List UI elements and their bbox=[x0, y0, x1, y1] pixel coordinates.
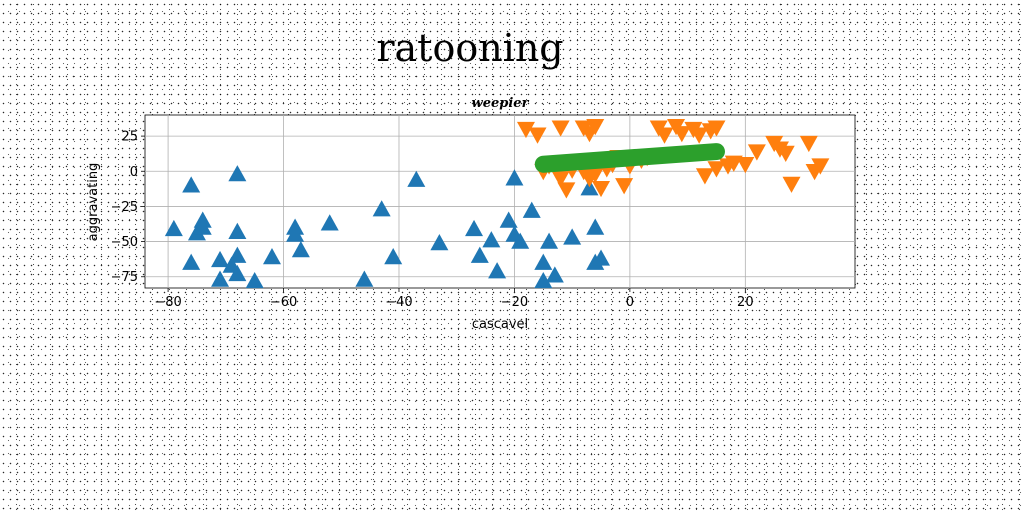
series-1-point bbox=[528, 127, 547, 144]
series-1-point bbox=[586, 166, 605, 184]
series-1-point bbox=[770, 141, 789, 158]
series-0-point bbox=[586, 218, 605, 235]
series-0-point bbox=[534, 271, 553, 289]
x-tick-label: 20 bbox=[737, 295, 754, 310]
y-tick-label: 0 bbox=[130, 165, 138, 180]
series-1-point bbox=[690, 127, 709, 144]
series-0-point bbox=[534, 253, 553, 270]
x-tick-label: −40 bbox=[385, 295, 412, 310]
x-tick-label: −20 bbox=[501, 295, 528, 310]
chart-title: weepier bbox=[472, 96, 530, 111]
series-0-point bbox=[470, 246, 489, 263]
series-1-point bbox=[557, 182, 576, 199]
series-1-point bbox=[586, 119, 605, 136]
series-0-point bbox=[384, 248, 403, 265]
series-1-point bbox=[782, 176, 801, 193]
series-1-point bbox=[672, 126, 691, 143]
series-1-point bbox=[516, 121, 535, 139]
series-2-line bbox=[534, 143, 725, 173]
series-0-point bbox=[430, 233, 449, 251]
series-0-point bbox=[182, 176, 201, 193]
y-tick-label: 25 bbox=[121, 130, 138, 145]
axis-ticks: −80 −60 −40 −20 0 20 25 0 −25 −50 −75 bbox=[111, 130, 754, 310]
series-0-point bbox=[211, 270, 230, 287]
chart-suptitle: ratooning bbox=[376, 26, 563, 70]
series-0-point bbox=[211, 250, 230, 268]
series-1-point bbox=[707, 161, 726, 178]
series-0-point bbox=[407, 170, 426, 187]
series-1-point bbox=[811, 158, 830, 175]
series-0-point bbox=[563, 228, 582, 245]
series-0-point bbox=[286, 225, 305, 242]
series-1-point bbox=[551, 171, 570, 188]
series-0-point bbox=[540, 232, 559, 249]
grid bbox=[145, 115, 855, 288]
series-0-point bbox=[511, 232, 530, 249]
series-0-point bbox=[245, 271, 264, 289]
series-0-point bbox=[499, 211, 518, 228]
x-tick-label: −60 bbox=[270, 295, 297, 310]
series-0-point bbox=[488, 262, 507, 279]
y-axis-label: aggravating bbox=[86, 163, 101, 242]
series-0-point bbox=[182, 253, 201, 270]
series-0-point bbox=[262, 248, 281, 265]
series-1-point bbox=[747, 144, 766, 161]
data-layer bbox=[164, 119, 830, 289]
series-0-point bbox=[164, 219, 183, 237]
y-tick-label: −50 bbox=[111, 235, 138, 250]
series-0-point bbox=[505, 169, 524, 186]
series-1-point bbox=[655, 127, 674, 144]
series-0-point bbox=[228, 264, 247, 282]
series-0-point bbox=[320, 214, 339, 231]
plot-area bbox=[144, 114, 856, 289]
series-0-point bbox=[372, 200, 391, 217]
series-1-point bbox=[615, 178, 634, 195]
series-1-point bbox=[592, 180, 611, 198]
y-tick-label: −25 bbox=[111, 200, 138, 215]
series-0-point bbox=[522, 201, 541, 218]
x-tick-label: −80 bbox=[154, 295, 181, 310]
series-0-point bbox=[355, 270, 374, 287]
series-0-point bbox=[482, 231, 501, 248]
series-1-point bbox=[695, 168, 714, 185]
x-axis-label: cascavel bbox=[472, 317, 528, 332]
series-0-point bbox=[193, 218, 212, 235]
series-1-point bbox=[551, 120, 570, 137]
series-0-point bbox=[291, 241, 310, 258]
series-0-point bbox=[228, 246, 247, 263]
x-tick-label: 0 bbox=[626, 295, 634, 310]
series-0-point bbox=[592, 249, 611, 266]
series-0-point bbox=[465, 219, 484, 237]
series-0-point bbox=[545, 266, 564, 283]
series-1-point bbox=[707, 120, 726, 137]
series-0-point bbox=[228, 165, 247, 182]
y-tick-label: −75 bbox=[111, 270, 138, 285]
series-1-point bbox=[736, 157, 755, 174]
series-1-point bbox=[799, 135, 818, 153]
series-0-point bbox=[228, 222, 247, 239]
